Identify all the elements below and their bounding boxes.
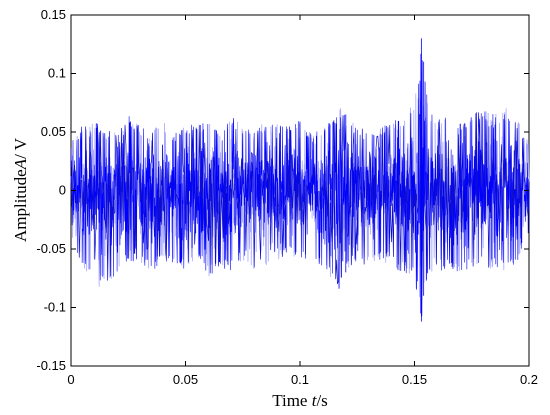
y-axis-ticks: -0.15 -0.1 -0.05 0 0.05 0.1 0.15 xyxy=(36,7,529,373)
x-tick-label: 0 xyxy=(67,372,74,387)
y-tick-label: 0.1 xyxy=(48,66,66,81)
y-axis-title-unit: / V xyxy=(11,137,30,159)
x-axis-title-unit: /s xyxy=(316,391,327,410)
y-axis-title-var: A xyxy=(11,158,30,170)
signal-trace xyxy=(70,38,530,322)
x-tick-label: 0.15 xyxy=(402,372,427,387)
x-axis-title: Time t/s xyxy=(272,391,328,410)
x-tick-label: 0.1 xyxy=(291,372,309,387)
signal-line xyxy=(70,52,530,314)
y-tick-label: -0.1 xyxy=(44,300,66,315)
x-axis-ticks: 0 0.05 0.1 0.15 0.2 xyxy=(67,15,538,387)
signal-line-dark xyxy=(70,112,530,317)
x-tick-label: 0.05 xyxy=(173,372,198,387)
y-tick-label: 0 xyxy=(59,183,66,198)
y-axis-title-part-1: Amplitude xyxy=(11,169,30,242)
x-axis-title-var: t xyxy=(312,391,318,410)
y-tick-label: -0.05 xyxy=(36,241,66,256)
x-axis-title-part-1: Time xyxy=(272,391,312,410)
y-tick-label: 0.05 xyxy=(41,124,66,139)
y-tick-label: 0.15 xyxy=(41,7,66,22)
y-tick-label: -0.15 xyxy=(36,358,66,373)
x-tick-label: 0.2 xyxy=(520,372,538,387)
y-axis-title: AmplitudeA/ V xyxy=(11,137,30,242)
